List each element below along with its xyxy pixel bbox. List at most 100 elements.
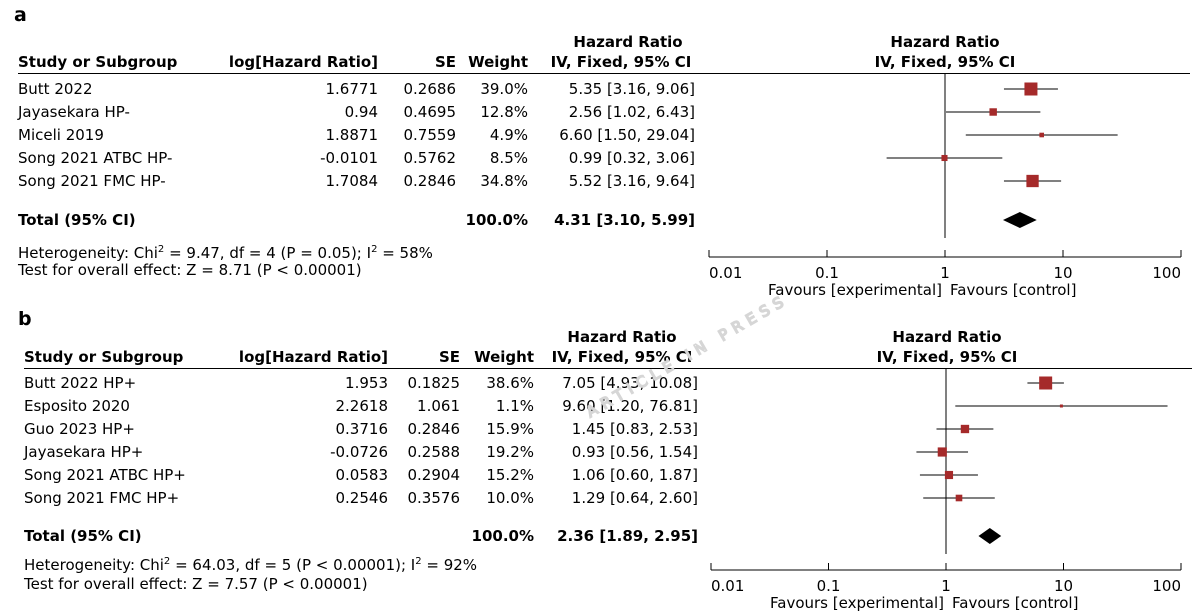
- log-hr-value: -0.0726: [330, 443, 388, 461]
- study-name: Song 2021 ATBC HP+: [24, 466, 186, 484]
- favours-left-label: Favours [experimental]: [770, 594, 944, 612]
- hr-ci-value: 1.45 [0.83, 2.53]: [571, 420, 698, 438]
- col-plot-sub: IV, Fixed, 95% CI: [874, 53, 1016, 71]
- x-tick-label: 1: [940, 264, 950, 282]
- effect-marker: [1039, 376, 1053, 390]
- effect-marker: [1024, 82, 1038, 96]
- effect-marker: [944, 470, 954, 480]
- x-tick-label: 10: [1054, 577, 1073, 595]
- pooled-diamond: [978, 528, 1002, 544]
- hr-ci-value: 9.60 [1.20, 76.81]: [562, 397, 698, 415]
- total-weight: 100.0%: [471, 527, 534, 545]
- weight-value: 34.8%: [480, 172, 528, 190]
- log-hr-value: 1.7084: [325, 172, 379, 190]
- hr-ci-value: 1.29 [0.64, 2.60]: [571, 489, 698, 507]
- study-name: Guo 2023 HP+: [24, 420, 135, 438]
- heterogeneity-text: Heterogeneity: Chi2 = 64.03, df = 5 (P <…: [24, 556, 478, 574]
- hr-ci-value: 2.56 [1.02, 6.43]: [568, 103, 695, 121]
- x-tick-label: 100: [1152, 264, 1181, 282]
- col-hr-sub: IV, Fixed, 95% CI: [550, 53, 692, 71]
- x-tick-label: 0.1: [815, 264, 839, 282]
- se-value: 0.2904: [407, 466, 461, 484]
- col-lhr: log[Hazard Ratio]: [228, 53, 378, 71]
- total-label: Total (95% CI): [18, 211, 136, 229]
- pooled-diamond: [1002, 212, 1037, 228]
- weight-value: 12.8%: [480, 103, 528, 121]
- total-ci: 4.31 [3.10, 5.99]: [554, 211, 695, 229]
- effect-marker: [1059, 404, 1063, 408]
- forest-plot-b: 0.01 0.1 1 10 100 Favours [experimental] Favou…: [710, 369, 1182, 612]
- effect-marker: [955, 494, 963, 502]
- favours-left-label: Favours [experimental]: [768, 281, 942, 299]
- weight-value: 4.9%: [489, 126, 528, 144]
- total-ci: 2.36 [1.89, 2.95]: [557, 527, 698, 545]
- se-value: 0.2846: [403, 172, 457, 190]
- hr-ci-value: 0.99 [0.32, 3.06]: [568, 149, 695, 167]
- heterogeneity-post: = 9.47, df = 4 (P = 0.05); I: [164, 244, 372, 262]
- total-label: Total (95% CI): [24, 527, 142, 545]
- total-weight: 100.0%: [465, 211, 528, 229]
- heterogeneity-pre: Heterogeneity: Chi: [24, 556, 164, 574]
- se-value: 0.4695: [403, 103, 457, 121]
- effect-marker: [937, 447, 947, 457]
- se-value: 0.2686: [403, 80, 457, 98]
- hr-ci-value: 0.93 [0.56, 1.54]: [571, 443, 698, 461]
- se-value: 0.2846: [407, 420, 461, 438]
- effect-marker: [960, 424, 970, 434]
- study-name: Butt 2022: [18, 80, 93, 98]
- study-name: Miceli 2019: [18, 126, 104, 144]
- se-value: 0.2588: [407, 443, 461, 461]
- hr-ci-value: 5.52 [3.16, 9.64]: [568, 172, 695, 190]
- forest-panel-b: b Hazard Ratio Hazard Ratio Study or Sub…: [0, 304, 1196, 616]
- col-weight: Weight: [474, 348, 534, 366]
- col-plot-top: Hazard Ratio: [890, 33, 1000, 51]
- study-name: Esposito 2020: [24, 397, 130, 415]
- col-lhr: log[Hazard Ratio]: [238, 348, 388, 366]
- log-hr-value: 0.3716: [335, 420, 389, 438]
- weight-value: 15.2%: [486, 466, 534, 484]
- study-name: Song 2021 FMC HP+: [24, 489, 180, 507]
- weight-value: 10.0%: [486, 489, 534, 507]
- col-weight: Weight: [468, 53, 528, 71]
- effect-marker: [1026, 174, 1039, 188]
- weight-value: 15.9%: [486, 420, 534, 438]
- hr-ci-value: 6.60 [1.50, 29.04]: [559, 126, 695, 144]
- x-tick-label: 10: [1053, 264, 1072, 282]
- study-name: Butt 2022 HP+: [24, 374, 137, 392]
- se-value: 0.5762: [403, 149, 457, 167]
- weight-value: 19.2%: [486, 443, 534, 461]
- log-hr-value: 1.6771: [325, 80, 379, 98]
- x-tick-label: 0.1: [817, 577, 841, 595]
- overall-effect-text: Test for overall effect: Z = 8.71 (P < 0…: [18, 261, 362, 279]
- log-hr-value: 1.953: [345, 374, 388, 392]
- effect-marker: [989, 108, 997, 116]
- forest-plot-a: 0.01 0.1 1 10 100 Favours [experimental] Favou…: [708, 74, 1182, 299]
- weight-value: 39.0%: [480, 80, 528, 98]
- log-hr-value: -0.0101: [320, 149, 378, 167]
- weight-value: 1.1%: [495, 397, 534, 415]
- col-hr-top: Hazard Ratio: [567, 328, 677, 346]
- col-study: Study or Subgroup: [18, 53, 178, 71]
- effect-marker: [941, 154, 948, 162]
- hr-ci-value: 1.06 [0.60, 1.87]: [571, 466, 698, 484]
- header-rule: [24, 368, 1192, 369]
- forest-panel-a: a Hazard Ratio Hazard Ratio Study or Sub…: [0, 0, 1196, 300]
- col-hr-top: Hazard Ratio: [573, 33, 683, 51]
- favours-right-label: Favours [control]: [950, 281, 1076, 299]
- heterogeneity-post: = 64.03, df = 5 (P < 0.00001); I: [170, 556, 416, 574]
- log-hr-value: 2.2618: [335, 397, 389, 415]
- weight-value: 8.5%: [489, 149, 528, 167]
- se-value: 1.061: [417, 397, 460, 415]
- x-tick-label: 100: [1152, 577, 1181, 595]
- x-tick-label: 0.01: [709, 264, 742, 282]
- se-value: 0.3576: [407, 489, 461, 507]
- col-se: SE: [434, 53, 456, 71]
- panel-label: a: [14, 4, 27, 26]
- col-study: Study or Subgroup: [24, 348, 184, 366]
- favours-right-label: Favours [control]: [952, 594, 1078, 612]
- header-rule: [18, 73, 1190, 74]
- log-hr-value: 0.0583: [335, 466, 389, 484]
- x-tick-label: 1: [941, 577, 951, 595]
- col-plot-top: Hazard Ratio: [892, 328, 1002, 346]
- col-hr-sub: IV, Fixed, 95% CI: [551, 348, 693, 366]
